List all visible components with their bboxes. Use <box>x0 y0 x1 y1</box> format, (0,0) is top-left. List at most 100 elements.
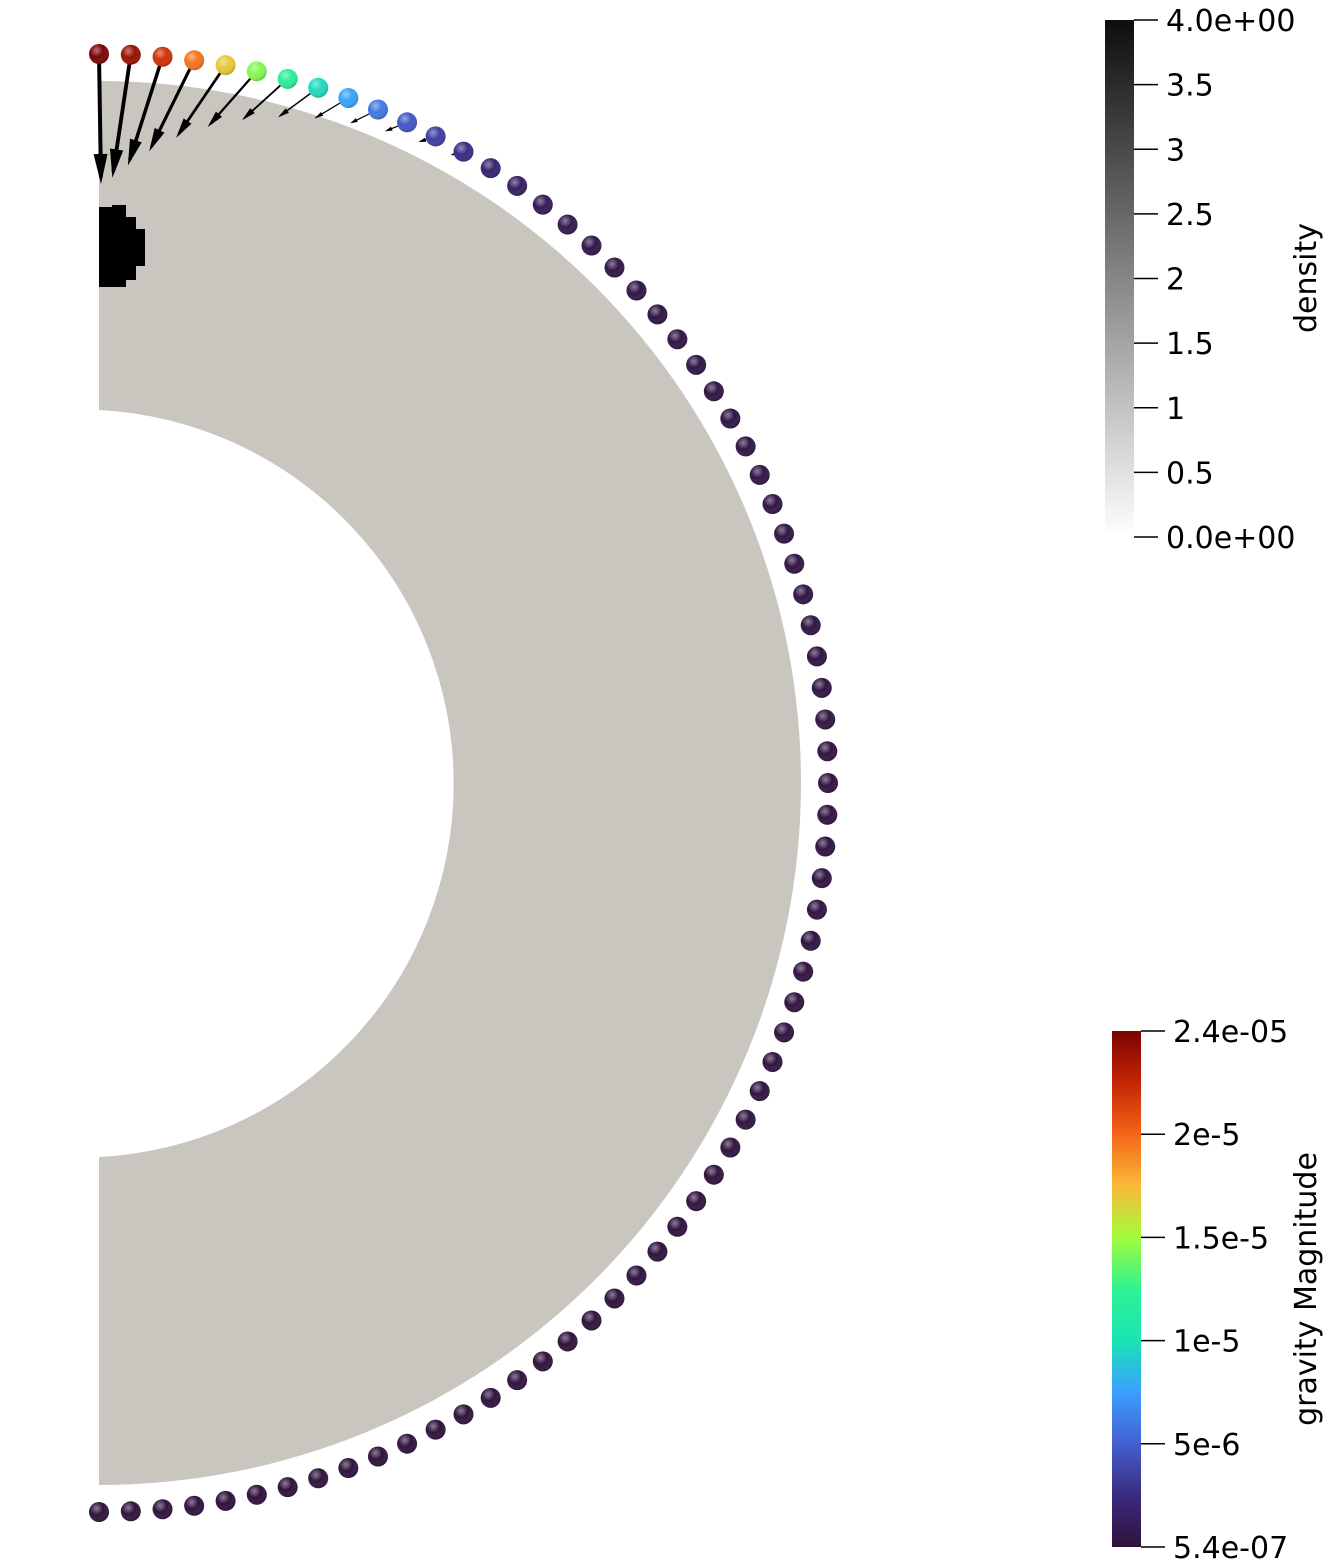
gravity-station-shading <box>720 408 741 429</box>
gravity-station-shading <box>308 77 329 98</box>
gravity-station-shading <box>397 112 418 133</box>
gravity-station-shading <box>806 646 827 667</box>
gravity-station-shading <box>480 158 501 179</box>
gravity-station-shading <box>626 280 647 301</box>
gravity-station-shading <box>749 1081 770 1102</box>
gravity-station-shading <box>735 436 756 457</box>
gravity-vector-arrowhead <box>384 126 393 132</box>
gravity-station-shading <box>762 1051 783 1072</box>
gravity-colorbar-gradient <box>1112 1031 1141 1547</box>
gravity-station-shading <box>811 677 832 698</box>
gravity-tick-label: 1e-5 <box>1173 1325 1240 1360</box>
density-tick-label: 4.0e+00 <box>1166 4 1295 39</box>
gravity-station-shading <box>557 1331 578 1352</box>
gravity-station-shading <box>793 961 814 982</box>
gravity-station-shading <box>647 1241 668 1262</box>
gravity-station-shading <box>735 1109 756 1130</box>
gravity-station-shading <box>774 1022 795 1043</box>
gravity-station-shading <box>480 1387 501 1408</box>
gravity-station-shading <box>308 1468 329 1489</box>
gravity-tick-label: 5.4e-07 <box>1173 1531 1288 1566</box>
gravity-station-shading <box>774 523 795 544</box>
gravity-colorbar-title: gravity Magnitude <box>1289 1152 1324 1426</box>
gravity-tick-label: 2.4e-05 <box>1173 1015 1288 1050</box>
gravity-station-shading <box>667 329 688 350</box>
gravity-station-shading <box>762 494 783 515</box>
gravity-station-shading <box>817 741 838 762</box>
density-tick-label: 2.5 <box>1166 198 1214 233</box>
density-colorbar-title: density <box>1289 223 1324 333</box>
gravity-station-shading <box>557 214 578 235</box>
gravity-station-shading <box>184 50 205 71</box>
gravity-station-shading <box>604 257 625 278</box>
gravity-station-shading <box>152 46 173 67</box>
gravity-station-shading <box>215 1490 236 1511</box>
gravity-vector-arrowhead <box>350 118 358 124</box>
gravity-station-shading <box>532 194 553 215</box>
gravity-station-shading <box>532 1351 553 1372</box>
density-tick-label: 3.5 <box>1166 69 1214 104</box>
density-colorbar-ticks: 4.0e+00 3.5 3 2.5 2 1.5 1 0.5 0.0e+00 <box>1134 4 1295 556</box>
gravity-station-shading <box>453 1404 474 1425</box>
gravity-colorbar-ticks: 2.4e-05 2e-5 1.5e-5 1e-5 5e-6 5.4e-07 <box>1141 1015 1288 1566</box>
gravity-station-shading <box>811 868 832 889</box>
gravity-station-shading <box>367 1446 388 1467</box>
gravity-station-shading <box>818 773 838 793</box>
density-tick-label: 1.5 <box>1166 327 1214 362</box>
gravity-station-shading <box>246 61 267 82</box>
gravity-vector-arrowhead <box>93 153 108 184</box>
gravity-station-shading <box>720 1137 741 1158</box>
gravity-vector-arrowhead <box>149 127 165 152</box>
density-tick-label: 2 <box>1166 263 1185 298</box>
gravity-vector-arrowhead <box>207 111 222 128</box>
gravity-station-shading <box>793 584 814 605</box>
gravity-vector-arrowhead <box>277 108 289 118</box>
gravity-station-shading <box>367 99 388 120</box>
gravity-vector-arrowhead <box>127 138 142 166</box>
gravity-station-shading <box>667 1216 688 1237</box>
gravity-station-shading <box>338 87 359 108</box>
gravity-station-shading <box>89 44 109 64</box>
gravity-station-shading <box>647 304 668 325</box>
density-anomaly <box>99 205 145 287</box>
density-shell <box>99 81 801 1485</box>
gravity-station-shading <box>277 68 298 89</box>
gravity-station-shading <box>184 1495 205 1516</box>
gravity-station-shading <box>89 1502 109 1522</box>
gravity-station-shading <box>507 175 528 196</box>
gravity-station-shading <box>703 1164 724 1185</box>
gravity-station-shading <box>338 1458 359 1479</box>
gravity-station-shading <box>425 1419 446 1440</box>
density-tick-label: 0.0e+00 <box>1166 521 1295 556</box>
gravity-vector-arrowhead <box>418 137 427 143</box>
gravity-station-shading <box>453 141 474 162</box>
gravity-station-shading <box>686 1191 707 1212</box>
gravity-station-shading <box>152 1499 173 1520</box>
gravity-station-shading <box>581 235 602 256</box>
gravity-tick-label: 1.5e-5 <box>1173 1221 1269 1256</box>
gravity-vector-arrowhead <box>242 108 255 121</box>
gravity-vector-arrowhead <box>109 148 124 178</box>
gravity-station-shading <box>120 44 141 65</box>
gravity-station-shading <box>626 1265 647 1286</box>
density-tick-label: 0.5 <box>1166 456 1214 491</box>
gravity-stations <box>89 44 838 1522</box>
gravity-station-shading <box>749 464 770 485</box>
gravity-station-shading <box>703 381 724 402</box>
density-colorbar-gradient <box>1105 20 1134 537</box>
density-colorbar: 4.0e+00 3.5 3 2.5 2 1.5 1 0.5 0.0e+00 density <box>1105 4 1324 556</box>
gravity-station-shading <box>815 836 836 857</box>
gravity-station-shading <box>604 1288 625 1309</box>
gravity-station-shading <box>581 1310 602 1331</box>
density-tick-label: 1 <box>1166 392 1185 427</box>
gravity-station-shading <box>784 992 805 1013</box>
gravity-station-shading <box>806 899 827 920</box>
gravity-station-shading <box>507 1370 528 1391</box>
gravity-station-shading <box>246 1484 267 1505</box>
density-tick-label: 3 <box>1166 133 1185 168</box>
gravity-station-shading <box>215 55 236 76</box>
gravity-colorbar: 2.4e-05 2e-5 1.5e-5 1e-5 5e-6 5.4e-07 gravity… <box>1112 1015 1324 1566</box>
gravity-vector-arrowhead <box>314 111 324 119</box>
gravity-station-shading <box>800 615 821 636</box>
